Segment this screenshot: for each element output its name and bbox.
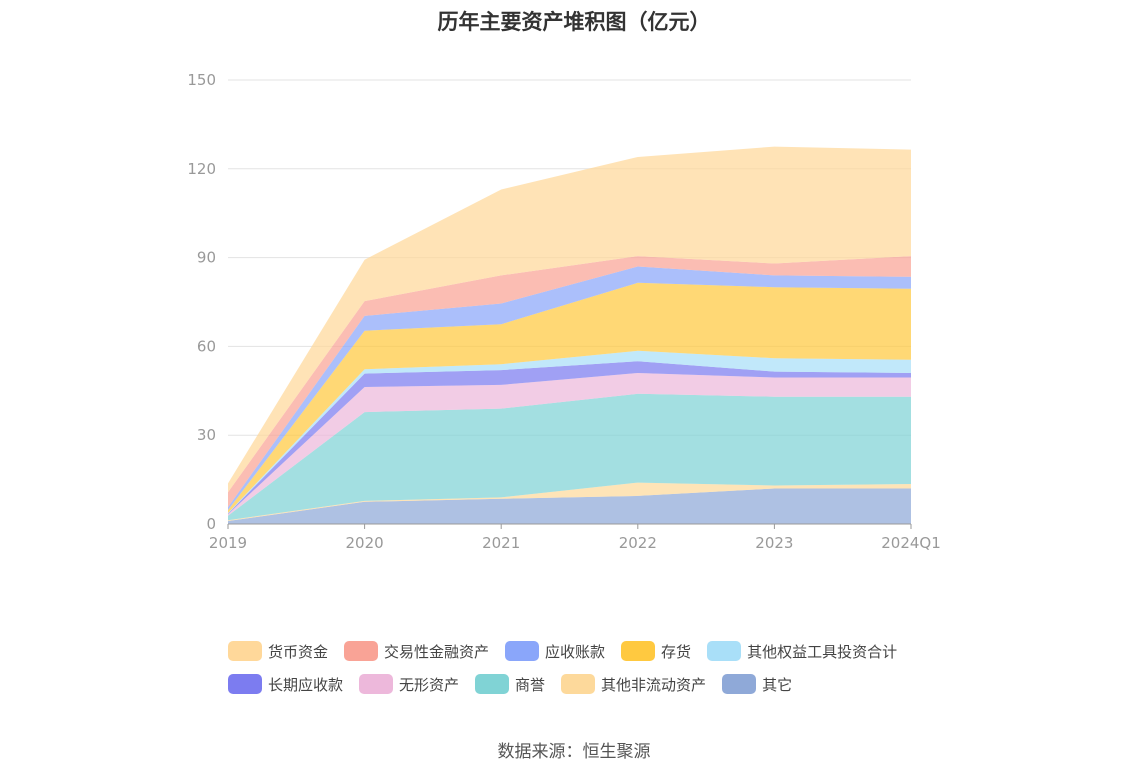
legend-swatch bbox=[621, 641, 656, 661]
legend-label: 无形资产 bbox=[399, 675, 460, 694]
legend-label: 存货 bbox=[661, 642, 692, 661]
y-tick-label: 150 bbox=[187, 71, 216, 89]
x-tick-label: 2024Q1 bbox=[881, 534, 941, 552]
y-tick-label: 120 bbox=[187, 160, 216, 178]
legend-item[interactable]: 无形资产 bbox=[359, 673, 459, 695]
legend-label: 长期应收款 bbox=[268, 675, 344, 694]
legend-item[interactable]: 存货 bbox=[621, 640, 691, 662]
area-无形资产[interactable] bbox=[228, 373, 911, 516]
legend-item[interactable]: 其它 bbox=[722, 673, 792, 695]
area-商誉[interactable] bbox=[228, 393, 911, 521]
legend-label: 货币资金 bbox=[268, 642, 329, 661]
legend-swatch bbox=[359, 674, 394, 694]
area-应收账款[interactable] bbox=[228, 266, 911, 511]
area-货币资金[interactable] bbox=[228, 146, 911, 493]
legend-label: 商誉 bbox=[515, 675, 546, 694]
y-tick-label: 90 bbox=[197, 249, 216, 267]
area-存货[interactable] bbox=[228, 282, 911, 513]
legend-label: 应收账款 bbox=[545, 642, 606, 661]
legend: 货币资金 交易性金融资产 应收账款 存货 其他权益工具投资合计长期应收款 无形资产 商誉 其他… bbox=[228, 640, 948, 695]
stacked-area-chart: 0 30 60 90 120 150 2019 2020 2021 2022 2023 2024Q1 bbox=[187, 71, 940, 552]
legend-item[interactable]: 长期应收款 bbox=[228, 673, 343, 695]
legend-item[interactable]: 交易性金融资产 bbox=[344, 640, 489, 662]
area-长期应收款[interactable] bbox=[228, 361, 911, 515]
legend-swatch bbox=[722, 674, 757, 694]
legend-label: 其他非流动资产 bbox=[601, 675, 707, 694]
x-tick-label: 2023 bbox=[755, 534, 793, 552]
x-tick-label: 2022 bbox=[619, 534, 657, 552]
legend-swatch bbox=[561, 674, 596, 694]
area-其他权益工具投资合计[interactable] bbox=[228, 350, 911, 514]
source-note: 数据来源：恒生聚源 bbox=[497, 742, 651, 762]
legend-label: 其他权益工具投资合计 bbox=[747, 642, 898, 661]
legend-swatch bbox=[228, 641, 262, 661]
legend-item[interactable]: 商誉 bbox=[475, 673, 545, 695]
y-tick-label: 60 bbox=[197, 337, 216, 355]
legend-item[interactable]: 其他权益工具投资合计 bbox=[707, 640, 897, 662]
legend-label: 交易性金融资产 bbox=[384, 642, 490, 661]
chart-title: 历年主要资产堆积图（亿元） bbox=[437, 10, 711, 34]
legend-swatch bbox=[228, 674, 262, 694]
legend-swatch bbox=[707, 641, 742, 661]
area-series bbox=[228, 146, 911, 525]
legend-item[interactable]: 应收账款 bbox=[505, 640, 605, 662]
legend-swatch bbox=[344, 641, 379, 661]
legend-label: 其它 bbox=[762, 675, 793, 694]
legend-swatch bbox=[475, 674, 510, 694]
x-tick-label: 2019 bbox=[209, 534, 247, 552]
legend-item[interactable]: 货币资金 bbox=[228, 640, 328, 662]
axes: 0 30 60 90 120 150 2019 2020 2021 2022 2023 2024Q1 bbox=[187, 71, 940, 552]
legend-swatch bbox=[505, 641, 540, 661]
legend-item[interactable]: 其他非流动资产 bbox=[561, 673, 706, 695]
x-tick-label: 2020 bbox=[346, 534, 384, 552]
area-其他非流动资产[interactable] bbox=[228, 482, 911, 521]
y-tick-label: 30 bbox=[197, 426, 216, 444]
y-tick-label: 0 bbox=[206, 515, 216, 533]
area-其它[interactable] bbox=[228, 488, 911, 525]
x-tick-label: 2021 bbox=[482, 534, 520, 552]
